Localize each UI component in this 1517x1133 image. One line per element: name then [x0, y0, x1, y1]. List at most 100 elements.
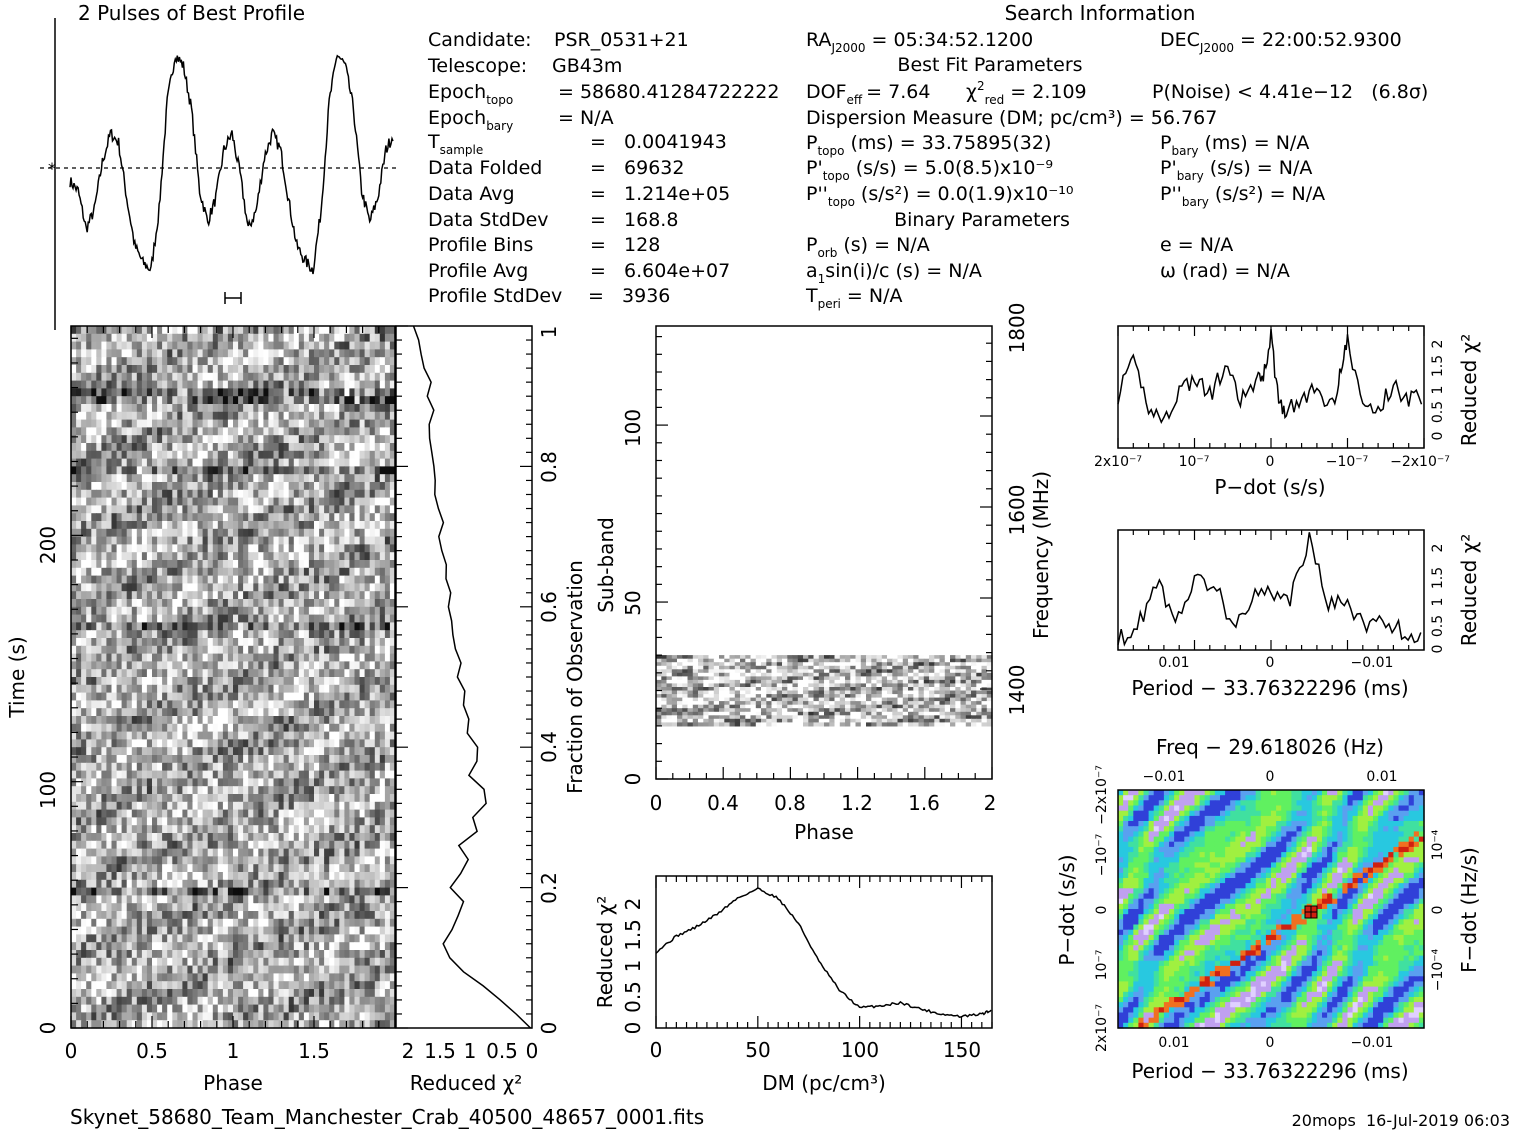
- tp-cell: [187, 349, 194, 358]
- tp-cell: [146, 677, 153, 686]
- tp-cell: [116, 755, 123, 764]
- tp-cell: [227, 731, 234, 740]
- tp-cell: [86, 817, 92, 826]
- tp-cell: [157, 357, 163, 366]
- tp-cell: [177, 864, 183, 873]
- tp-cell: [263, 661, 270, 670]
- tp-cell: [131, 911, 138, 920]
- tp-cell: [202, 544, 209, 553]
- tp-cell: [324, 380, 330, 389]
- tp-cell: [141, 755, 148, 764]
- tp-cell: [141, 567, 148, 577]
- tp-cell: [243, 747, 249, 756]
- tp-cell: [308, 341, 315, 350]
- tp-cell: [76, 692, 82, 701]
- tp-cell: [207, 840, 214, 850]
- tp-cell: [227, 365, 234, 374]
- tp-cell: [268, 723, 275, 733]
- tp-cell: [233, 458, 239, 467]
- tp-cell: [278, 879, 285, 889]
- tp-cell: [253, 887, 259, 896]
- tp-cell: [334, 349, 340, 358]
- tp-cell: [248, 326, 254, 335]
- tp-cell: [146, 575, 153, 584]
- tp-cell: [319, 357, 325, 366]
- tp-cell: [354, 419, 361, 428]
- tp-cell: [157, 911, 163, 920]
- tp-cell: [278, 482, 285, 491]
- tp-cell: [319, 638, 325, 647]
- tp-cell: [308, 388, 315, 397]
- tp-cell: [298, 801, 305, 811]
- tp-cell: [86, 731, 92, 740]
- tp-cell: [359, 872, 366, 881]
- tp-cell: [374, 450, 381, 460]
- tp-cell: [167, 450, 173, 460]
- tp-cell: [278, 513, 285, 522]
- tp-cell: [101, 809, 108, 818]
- tp-cell: [131, 435, 138, 444]
- tp-cell: [227, 575, 234, 584]
- tp-cell: [172, 825, 178, 834]
- tp-cell: [233, 630, 239, 639]
- tp-cell: [76, 567, 82, 577]
- tp-cell: [202, 450, 209, 460]
- tp-cell: [207, 497, 214, 506]
- tp-cell: [86, 778, 92, 787]
- tp-cell: [379, 349, 386, 358]
- tp-cell: [152, 552, 158, 561]
- tp-cell: [268, 489, 275, 499]
- tp-cell: [136, 864, 143, 873]
- tp-cell: [86, 848, 92, 857]
- tp-cell: [81, 833, 87, 842]
- tp-cell: [162, 716, 168, 725]
- tp-cell: [126, 645, 133, 655]
- tp-cell: [86, 552, 92, 561]
- tp-cell: [319, 622, 325, 631]
- tp-cell: [162, 474, 168, 483]
- tp-cell: [253, 879, 259, 889]
- tp-cell: [101, 794, 108, 803]
- tp-cell: [91, 817, 97, 826]
- tp-cell: [162, 700, 168, 709]
- tp-cell: [182, 700, 189, 709]
- tp-cell: [273, 466, 280, 475]
- tp-cell: [141, 575, 148, 584]
- tp-cell: [273, 817, 280, 826]
- tp-cell: [283, 388, 290, 397]
- tp-cell: [116, 692, 123, 701]
- tp-cell: [238, 341, 244, 350]
- tp-cell: [308, 645, 315, 655]
- tp-cell: [101, 630, 108, 639]
- tp-cell: [172, 482, 178, 491]
- tp-cell: [96, 692, 102, 701]
- tp-cell: [349, 443, 356, 452]
- tp-cell: [81, 911, 87, 920]
- tp-cell: [384, 856, 391, 865]
- tp-cell: [177, 840, 183, 850]
- tp-cell: [288, 895, 295, 904]
- tp-cell: [359, 497, 366, 506]
- tp-cell: [177, 552, 183, 561]
- tp-cell: [177, 778, 183, 787]
- tp-cell: [116, 895, 123, 904]
- tp-cell: [96, 606, 102, 616]
- tp-cell: [172, 669, 178, 678]
- tp-cell: [334, 341, 340, 350]
- tp-cell: [126, 801, 133, 811]
- tp-cell: [212, 419, 219, 428]
- tp-cell: [152, 435, 158, 444]
- tp-cell: [344, 700, 351, 709]
- tp-cell: [258, 372, 264, 382]
- tp-cell: [91, 560, 97, 569]
- tp-cell: [131, 903, 138, 912]
- tp-cell: [288, 645, 295, 655]
- tp-cell: [126, 552, 133, 561]
- tp-cell: [263, 716, 270, 725]
- tp-cell: [379, 794, 386, 803]
- tp-cell: [157, 825, 163, 834]
- tp-cell: [288, 716, 295, 725]
- tp-cell: [233, 708, 239, 717]
- tp-cell: [141, 786, 148, 795]
- tp-cell: [349, 567, 356, 577]
